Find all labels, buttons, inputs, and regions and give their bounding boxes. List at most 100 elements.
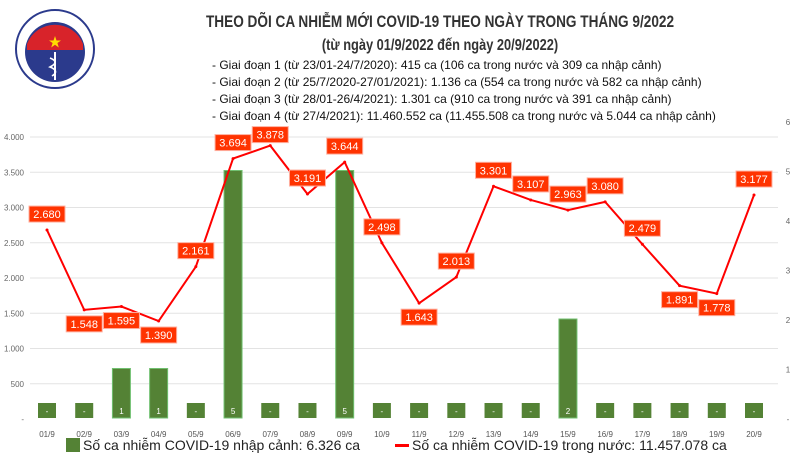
line-data-label: 3.080 bbox=[591, 181, 619, 193]
line-label-box bbox=[586, 177, 624, 195]
bar-imported bbox=[372, 403, 391, 418]
bar-imported bbox=[410, 403, 429, 418]
line-label-box bbox=[251, 126, 289, 144]
y-right-tick-label: - bbox=[787, 415, 790, 424]
line-data-label: 3.107 bbox=[517, 179, 545, 191]
legend-line-swatch bbox=[395, 443, 409, 447]
line-label-box bbox=[698, 299, 736, 317]
line-data-label: 2.013 bbox=[443, 256, 471, 268]
line-label-box bbox=[177, 242, 215, 260]
line-point bbox=[678, 284, 682, 288]
y-left-tick-label: 1.500 bbox=[4, 309, 25, 318]
line-point bbox=[45, 228, 49, 232]
line-label-box bbox=[549, 185, 587, 203]
line-data-label: 3.177 bbox=[740, 174, 768, 186]
legend-item-domestic: Số ca nhiễm COVID-19 trong nước: 11.457.… bbox=[395, 437, 727, 453]
line-label-box bbox=[140, 326, 178, 344]
line-label-box bbox=[475, 161, 513, 179]
line-data-label: 1.595 bbox=[108, 316, 136, 328]
bar-data-label: - bbox=[381, 407, 384, 416]
bar-data-label: - bbox=[455, 407, 458, 416]
bar-data-label: 5 bbox=[342, 407, 347, 416]
bar-data-label: - bbox=[715, 407, 718, 416]
line-data-label: 3.878 bbox=[256, 130, 284, 142]
line-point bbox=[417, 301, 421, 305]
phase-2-summary: - Giai đoạn 2 (từ 25/7/2020-27/01/2021):… bbox=[212, 75, 702, 89]
line-label-box bbox=[28, 205, 66, 223]
line-point bbox=[231, 157, 235, 161]
line-label-box bbox=[65, 315, 103, 333]
bar-imported bbox=[707, 403, 726, 418]
bar-imported bbox=[149, 368, 169, 419]
chart-subtitle: (từ ngày 01/9/2022 đến ngày 20/9/2022) bbox=[321, 37, 559, 54]
phase-3-summary: - Giai đoạn 3 (từ 28/01-26/4/2021): 1.30… bbox=[212, 92, 672, 106]
line-point bbox=[157, 319, 161, 323]
bar-imported bbox=[111, 368, 131, 419]
y-right-tick-label: 3 bbox=[786, 267, 791, 276]
legend-label-imported: Số ca nhiễm COVID-19 nhập cảnh: 6.326 ca bbox=[83, 437, 361, 453]
y-left-tick-label: 500 bbox=[11, 380, 25, 389]
bar-data-label: - bbox=[492, 407, 495, 416]
bar-imported bbox=[745, 403, 763, 418]
y-left-tick-label: 2.500 bbox=[4, 239, 25, 248]
bar-data-label: - bbox=[529, 407, 532, 416]
legend-item-imported: Số ca nhiễm COVID-19 nhập cảnh: 6.326 ca bbox=[66, 437, 360, 453]
bar-imported bbox=[558, 318, 578, 419]
bar-imported bbox=[521, 403, 540, 418]
bar-data-label: - bbox=[306, 407, 309, 416]
y-left-tick-label: 2.000 bbox=[4, 274, 25, 283]
line-point bbox=[752, 193, 756, 197]
line-data-label: 2.479 bbox=[629, 223, 657, 235]
bar-data-label: 5 bbox=[231, 407, 236, 416]
bar-data-label: 1 bbox=[119, 407, 124, 416]
line-label-box bbox=[326, 137, 364, 155]
line-label-box bbox=[735, 170, 773, 188]
y-right-tick-label: 5 bbox=[786, 168, 791, 177]
line-label-box bbox=[214, 134, 252, 152]
bar-imported bbox=[298, 403, 317, 418]
phase-4-summary: - Giai đoạn 4 (từ 27/4/2021): 11.460.552… bbox=[212, 109, 716, 123]
line-point bbox=[492, 184, 496, 188]
bar-imported bbox=[633, 403, 652, 418]
y-left-tick-label: 1.000 bbox=[4, 345, 25, 354]
bar-data-label: - bbox=[753, 407, 756, 416]
bar-data-label: - bbox=[269, 407, 272, 416]
x-tick-label: 20/9 bbox=[746, 430, 762, 439]
line-point bbox=[529, 198, 533, 202]
bar-imported bbox=[223, 170, 243, 419]
line-data-label: 2.680 bbox=[33, 209, 61, 221]
bar-imported bbox=[186, 403, 205, 418]
line-label-box bbox=[661, 291, 699, 309]
line-point bbox=[380, 241, 384, 245]
bar-imported bbox=[484, 403, 503, 418]
line-data-label: 1.390 bbox=[145, 330, 173, 342]
bar-data-label: 2 bbox=[566, 407, 571, 416]
line-label-box bbox=[102, 312, 140, 330]
bar-imported bbox=[75, 403, 94, 418]
bar-imported bbox=[596, 403, 615, 418]
bar-imported bbox=[447, 403, 466, 418]
line-label-box bbox=[400, 308, 438, 326]
legend-bar-swatch bbox=[66, 438, 80, 452]
line-label-box bbox=[437, 252, 475, 270]
line-data-label: 3.301 bbox=[480, 165, 508, 177]
line-data-label: 1.778 bbox=[703, 303, 731, 315]
line-point bbox=[82, 308, 86, 312]
line-point bbox=[454, 275, 458, 279]
line-point bbox=[603, 200, 607, 204]
y-right-tick-label: 4 bbox=[786, 217, 791, 226]
y-left-tick-label: 4.000 bbox=[4, 133, 25, 142]
bar-data-label: - bbox=[678, 407, 681, 416]
line-data-label: 1.891 bbox=[666, 295, 694, 307]
bar-imported bbox=[261, 403, 280, 418]
bar-data-label: 1 bbox=[156, 407, 161, 416]
bar-imported bbox=[38, 403, 56, 418]
ministry-of-health-logo bbox=[15, 9, 95, 89]
line-point bbox=[566, 208, 570, 212]
bar-data-label: - bbox=[418, 407, 421, 416]
line-point bbox=[305, 192, 309, 196]
bar-imported bbox=[335, 170, 355, 419]
line-data-label: 3.191 bbox=[294, 173, 322, 185]
line-point bbox=[268, 144, 272, 148]
x-tick-label: 01/9 bbox=[39, 430, 55, 439]
